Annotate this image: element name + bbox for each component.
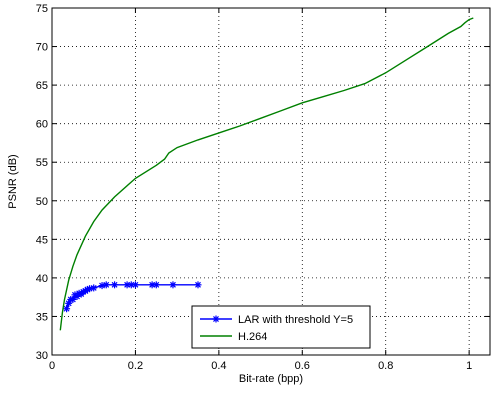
legend-label-lar: LAR with threshold Y=5 [238,314,353,326]
data-point-lar [169,281,177,289]
x-tick-label: 1 [466,360,472,372]
data-point-lar [152,281,160,289]
y-tick-label: 55 [36,157,48,169]
y-tick-label: 35 [36,311,48,323]
x-axis-label: Bit-rate (bpp) [239,373,303,385]
series-layer [59,17,474,331]
x-tick-label: 0.8 [378,360,393,372]
data-point-lar [111,281,119,289]
data-point-lar [194,281,202,289]
legend-label-h264: H.264 [238,331,267,343]
series-line-h264 [59,17,474,331]
x-tick-label: 0 [49,360,55,372]
y-tick-label: 40 [36,273,48,285]
axis-ticks: 0 0.2 0.4 0.6 0.8 1 30 35 40 45 50 55 60 65 70 75 [36,3,490,372]
legend: LAR with threshold Y=5 H.264 [191,305,371,349]
plot-frame [51,7,491,356]
data-point-lar [90,284,98,292]
data-point-lar [102,281,110,289]
legend-marker-lar [212,315,220,323]
y-tick-label: 70 [36,42,48,54]
legend-box [191,305,371,349]
legend-star-lar [212,315,220,323]
x-tick-label: 0.4 [211,360,226,372]
y-tick-label: 30 [36,350,48,362]
y-axis-label: PSNR (dB) [7,154,19,208]
data-point-lar [63,305,71,313]
y-tick-label: 50 [36,196,48,208]
x-tick-label: 0.6 [295,360,310,372]
y-tick-label: 75 [36,3,48,15]
y-tick-label: 60 [36,119,48,131]
data-point-lar [131,281,139,289]
y-tick-label: 45 [36,234,48,246]
y-tick-label: 65 [36,80,48,92]
x-tick-label: 0.2 [128,360,143,372]
plot-area [52,8,490,355]
